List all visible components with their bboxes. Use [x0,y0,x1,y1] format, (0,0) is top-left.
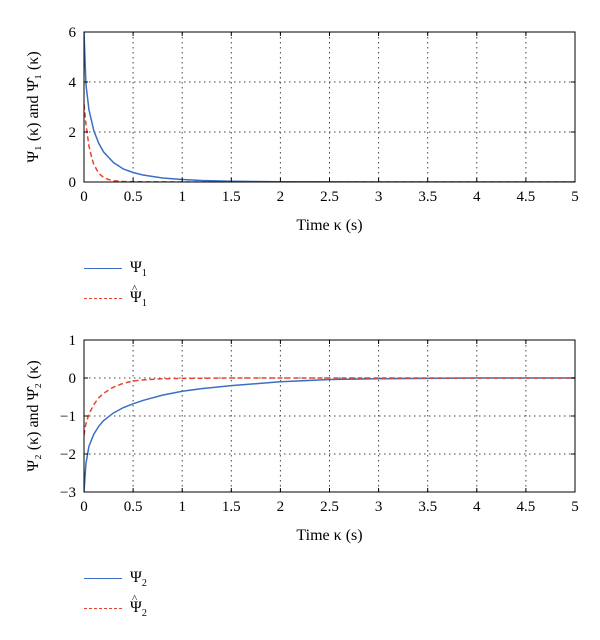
x-tick-label: 1 [178,189,186,205]
chart-1: 0 0.5 1 1.5 2 2.5 3 3.5 4 4.5 5 0 2 4 6 Time κ (s) Ψ₁ (κ… [25,25,579,234]
x-tick-label: 0.5 [124,499,143,515]
legend-item-psi2: Ψ2 [84,568,224,590]
y-tick-label: 6 [69,25,77,41]
y-tick-label: −1 [60,409,76,425]
y-tick-label: −2 [60,447,76,463]
legend-line-psi2-hat [84,608,122,609]
legend-item-psi1: Ψ1 [84,258,224,280]
series-line-2-2 [84,377,575,436]
x-axis-label: Time κ (s) [296,527,362,544]
legend-symbol: Ψ [130,279,142,308]
legend-subscript: 2 [141,578,147,590]
x-tick-label: 4 [473,499,481,515]
x-tick-label: 1.5 [222,499,241,515]
x-tick-label: 2 [277,499,285,515]
series-line-1-1 [84,32,575,182]
x-tick-label: 3 [375,189,383,205]
legend-line-psi1 [84,268,122,269]
x-tick-label: 3.5 [418,189,437,205]
x-axis-label: Time κ (s) [296,217,362,234]
x-tick-label: 4.5 [517,189,536,205]
legend-label-psi1: Ψ1 [130,258,147,284]
legend-subscript: 1 [141,298,147,310]
legend-item-psi1-hat: Ψ1 [84,279,224,310]
legend-subscript: 2 [141,608,147,620]
x-tick-label: 0 [80,499,88,515]
y-axis-label: Ψ₁ (κ) and Ψ̂₁ (κ) [25,51,42,162]
x-tick-label: 0.5 [124,189,143,205]
x-tick-label: 2 [277,189,285,205]
legend-subscript: 1 [141,268,147,280]
x-tick-label: 4.5 [517,499,536,515]
x-tick-label: 2.5 [320,189,339,205]
legend-symbol: Ψ [130,259,142,276]
x-tick-label: 3 [375,499,383,515]
legend-line-psi1-hat [84,298,122,299]
series-line-2-1 [84,377,575,492]
y-tick-label: 4 [69,75,77,91]
y-axis-label: Ψ₂ (κ) and Ψ̂₂ (κ) [25,360,42,471]
legend-label-psi1-hat: Ψ1 [130,279,147,314]
y-tick-label: 1 [69,333,77,349]
x-tick-label: 5 [571,189,579,205]
y-tick-label: 0 [69,175,77,191]
legend-line-psi2 [84,578,122,579]
y-tick-label: 2 [69,125,77,141]
legend-label-psi2: Ψ2 [130,568,147,594]
legend-symbol: Ψ [130,589,142,618]
x-tick-label: 3.5 [418,499,437,515]
x-tick-label: 2.5 [320,499,339,515]
legend-bottom: Ψ2 Ψ2 [84,568,224,624]
legend-symbol: Ψ [130,569,142,586]
legend-item-psi2-hat: Ψ2 [84,589,224,620]
chart-2: 0 0.5 1 1.5 2 2.5 3 3.5 4 4.5 5 1 0 −1 −2 −3 Time κ (s) Ψ… [25,333,579,544]
legend-label-psi2-hat: Ψ2 [130,589,147,624]
x-tick-label: 1.5 [222,189,241,205]
legend-top: Ψ1 Ψ1 [84,258,224,314]
y-tick-label: −3 [60,485,76,501]
x-tick-label: 5 [571,499,579,515]
y-tick-label: 0 [69,371,77,387]
x-tick-label: 1 [178,499,186,515]
x-tick-label: 0 [80,189,88,205]
x-tick-label: 4 [473,189,481,205]
